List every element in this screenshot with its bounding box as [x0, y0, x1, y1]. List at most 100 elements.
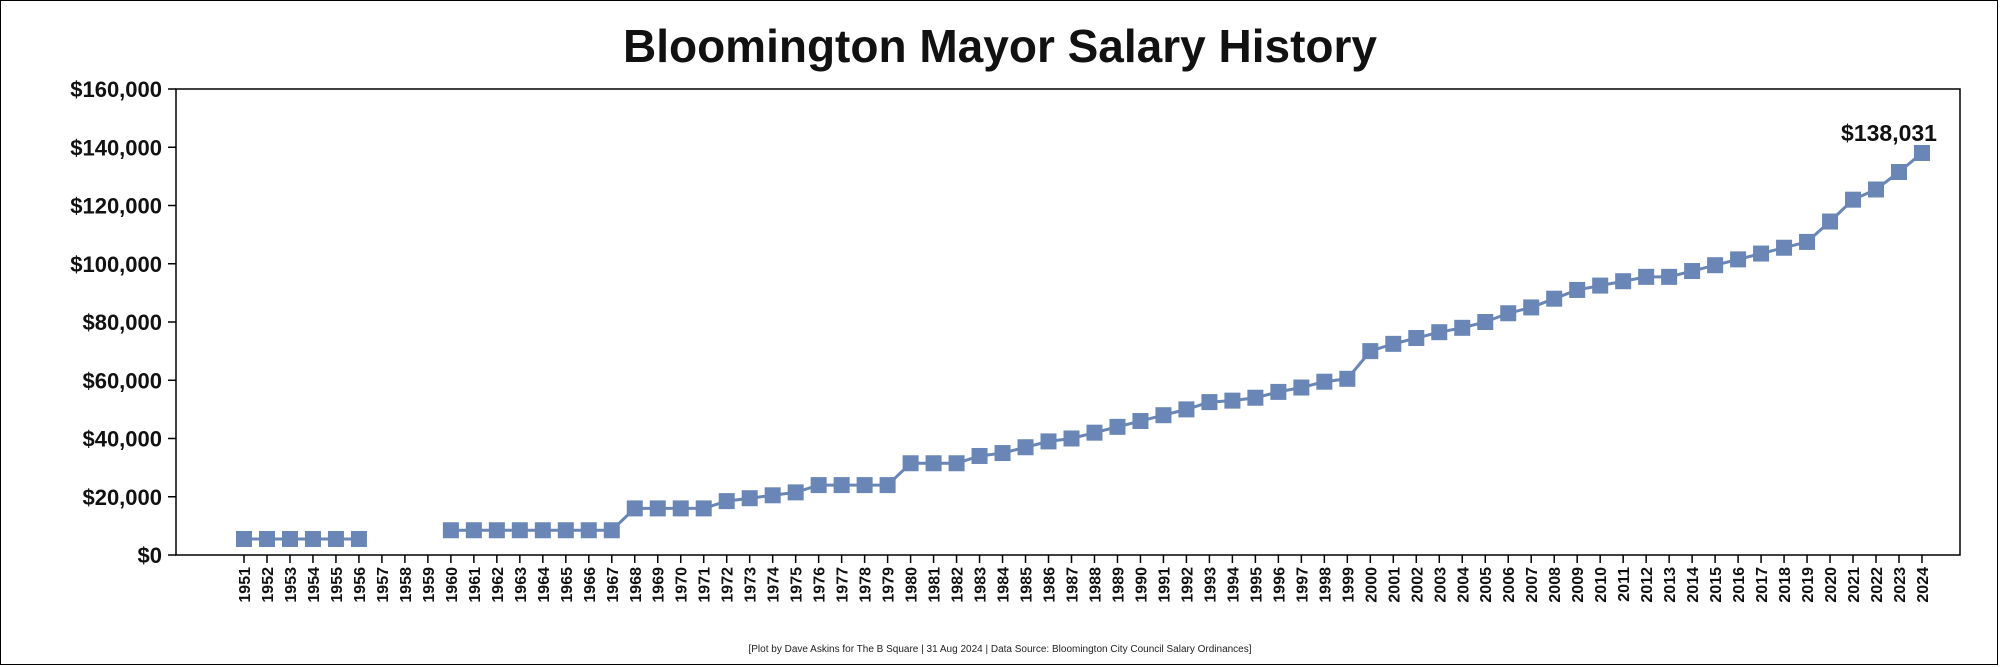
x-tick-label: 1979 [881, 567, 898, 603]
data-point-marker [304, 530, 321, 547]
x-tick-label: 2016 [1731, 567, 1748, 603]
x-tick-label: 2021 [1846, 567, 1863, 603]
x-tick-label: 1982 [950, 567, 967, 603]
data-point-marker [1776, 239, 1793, 256]
data-point-marker [511, 522, 528, 539]
y-axis: $0 $20,000 $40,000 $60,000 $80,000 $100,000 $1… [70, 77, 176, 568]
y-tick-label: $160,000 [70, 77, 162, 102]
data-point-marker [1017, 439, 1034, 456]
y-tick-label: $140,000 [70, 135, 162, 160]
x-tick-label: 1971 [697, 567, 714, 603]
data-point-marker [1890, 164, 1907, 181]
y-tick-label: $120,000 [70, 194, 162, 219]
x-tick-label: 2012 [1639, 567, 1656, 603]
x-tick-label: 2019 [1800, 567, 1817, 603]
data-point-marker [1822, 213, 1839, 230]
data-point-marker [879, 477, 896, 494]
data-point-marker [672, 500, 689, 517]
data-point-marker [258, 530, 275, 547]
data-point-marker [787, 484, 804, 501]
x-tick-label: 1965 [559, 567, 576, 603]
y-tick-label: $20,000 [82, 485, 162, 510]
data-point-marker [925, 455, 942, 472]
x-tick-label: 2000 [1363, 567, 1380, 603]
x-tick-label: 1976 [812, 567, 829, 603]
x-tick-label: 1998 [1317, 567, 1334, 603]
x-tick-label: 2002 [1409, 567, 1426, 603]
annotation-label: $138,031 [1841, 120, 1937, 146]
data-point-marker [281, 530, 298, 547]
x-tick-label: 1997 [1294, 567, 1311, 603]
x-tick-label: 2024 [1915, 567, 1932, 603]
x-tick-label: 2023 [1892, 567, 1909, 603]
x-tick-label: 2006 [1501, 567, 1518, 603]
x-tick-label: 1999 [1340, 567, 1357, 603]
data-point-marker [236, 530, 252, 547]
annotations: $138,031 [1841, 120, 1937, 146]
salary-series-line [244, 151, 1923, 541]
data-point-marker [1155, 407, 1172, 424]
x-tick-label: 1972 [720, 567, 737, 603]
x-tick-label: 1951 [237, 567, 254, 603]
x-tick-label: 1992 [1179, 567, 1196, 603]
data-point-marker [1224, 392, 1241, 409]
data-point-marker [327, 530, 344, 547]
x-tick-label: 2003 [1432, 567, 1449, 603]
data-point-marker [442, 522, 459, 539]
data-point-marker [1500, 305, 1517, 322]
x-tick-label: 1988 [1087, 567, 1104, 603]
data-point-marker [1454, 319, 1471, 336]
y-tick-label: $60,000 [82, 368, 162, 393]
data-point-marker [1753, 245, 1770, 262]
x-tick-label: 1957 [375, 567, 392, 603]
data-point-marker [695, 500, 712, 517]
footer-credit: [Plot by Dave Askins for The B Square | … [748, 644, 1251, 655]
data-point-marker [1247, 389, 1264, 406]
x-tick-label: 1968 [628, 567, 645, 603]
x-tick-label: 2014 [1685, 567, 1702, 603]
data-point-marker [1316, 373, 1333, 390]
x-axis: 1951 1952 1953 1954 1955 1956 1957 1958 1959 1960… [237, 555, 1932, 603]
data-point-marker [1270, 383, 1287, 400]
data-point-marker [649, 500, 666, 517]
data-point-marker [1799, 233, 1816, 250]
data-point-marker [948, 455, 965, 472]
x-tick-label: 1987 [1064, 567, 1081, 603]
data-point-marker [971, 447, 988, 464]
data-point-marker [1132, 413, 1149, 430]
x-tick-label: 1962 [490, 567, 507, 603]
data-point-marker [1546, 290, 1563, 307]
data-point-marker [1040, 433, 1057, 450]
y-tick-label: $100,000 [70, 252, 162, 277]
x-tick-label: 1985 [1019, 567, 1036, 603]
data-point-marker [1109, 418, 1126, 435]
data-point-marker [1339, 370, 1356, 387]
data-point-marker [1707, 257, 1724, 274]
x-tick-label: 2011 [1616, 567, 1633, 602]
plot-area [175, 88, 1961, 556]
x-tick-label: 1952 [260, 567, 277, 603]
x-tick-label: 2013 [1662, 567, 1679, 603]
x-tick-label: 2005 [1478, 567, 1495, 603]
x-tick-label: 1956 [352, 567, 369, 603]
x-tick-label: 1964 [536, 567, 553, 603]
x-tick-label: 1967 [605, 567, 622, 603]
data-point-marker [1477, 314, 1494, 330]
x-tick-label: 1970 [674, 567, 691, 603]
data-point-marker [1178, 401, 1195, 418]
data-point-marker [902, 455, 919, 472]
data-point-marker [718, 493, 735, 510]
data-point-marker [764, 487, 781, 504]
y-tick-label: $0 [138, 543, 162, 568]
data-point-marker [557, 522, 574, 539]
x-tick-label: 1980 [904, 567, 921, 603]
data-point-marker [1063, 430, 1080, 447]
x-tick-label: 2020 [1823, 567, 1840, 603]
data-point-marker [580, 522, 597, 539]
x-tick-label: 1975 [789, 567, 806, 603]
data-point-marker [741, 490, 758, 507]
x-tick-label: 2008 [1547, 567, 1564, 603]
data-point-marker [488, 522, 505, 539]
x-tick-label: 1977 [835, 567, 852, 603]
